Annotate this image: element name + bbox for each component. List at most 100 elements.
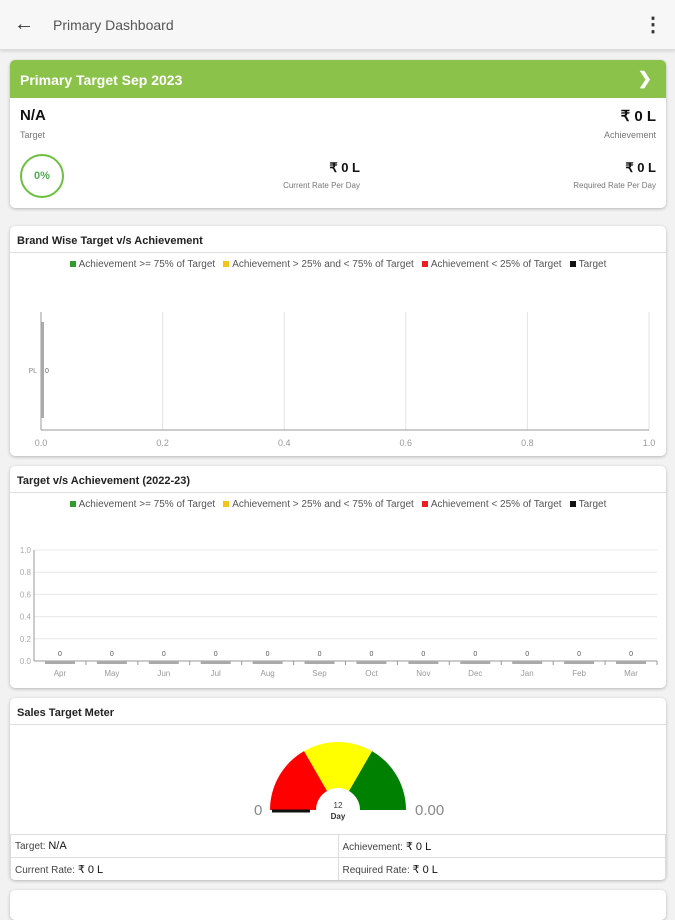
target-label: Target [20,130,46,140]
brand-wise-chart: 0.0 0.2 0.4 0.6 0.8 1.0 PL 0 [28,312,656,448]
bar-data-label: 0 [525,651,529,658]
primary-target-header[interactable]: Primary Target Sep 2023 ❯ [10,60,666,98]
meter-current-rate: Current Rate: ₹ 0 L [10,857,339,880]
gauge-max-label: 0.00 [415,802,444,819]
y-tick-label: 0.8 [20,568,32,577]
y-tick-label: 0.0 [20,657,32,666]
achievement-percent-ring: 0% [20,154,64,198]
bar-data-label: 0 [45,368,49,375]
app-bar: ← Primary Dashboard ⋮ [0,0,675,50]
x-tick-label: Aug [261,669,275,678]
legend-item[interactable]: Achievement > 25% and < 75% of Target [223,499,414,510]
gauge-red-segment [270,751,327,810]
bar [616,661,647,664]
x-tick-label: Jan [521,669,534,678]
x-tick-label: Feb [572,669,586,678]
legend-item[interactable]: Achievement >= 75% of Target [69,499,215,510]
chart-title: Brand Wise Target v/s Achievement [10,226,666,253]
gauge-center-unit: Day [331,812,346,821]
sales-gauge: 0 0.00 12 Day [254,742,444,821]
x-tick-label: 0.6 [400,438,413,448]
x-tick-label: Mar [624,669,638,678]
x-tick-label: Oct [365,669,378,678]
achievement-label: Achievement [603,130,656,140]
bar-data-label: 0 [629,651,633,658]
bar-data-label: 0 [370,651,374,658]
meter-required-rate: Required Rate: ₹ 0 L [337,857,666,880]
required-rate-value: ₹ 0 L [625,160,656,175]
meter-target: Target: N/A [10,834,339,858]
bar [96,661,127,664]
sales-target-meter-card: Sales Target Meter 0 0.00 12 Day Target:… [10,698,666,880]
bar [148,661,179,664]
bar-data-label: 0 [318,651,322,658]
legend-item[interactable]: Achievement > 25% and < 75% of Target [223,259,414,270]
x-tick-label: Dec [468,669,482,678]
gauge-min-label: 0 [254,802,262,819]
bar [41,322,44,418]
gauge-center-value: 12 [334,801,343,810]
bar [460,661,491,664]
x-tick-label: Nov [416,669,430,678]
bar-data-label: 0 [162,651,166,658]
monthly-chart: 0.0 0.2 0.4 0.6 0.8 1.0 0 Apr 0 May 0 Jun 0 Jul 0 Aug 0 S… [20,546,658,678]
arrow-left-icon[interactable]: ← [14,13,34,35]
y-tick-label: 1.0 [20,546,32,555]
bar [408,661,439,664]
bar [564,661,595,664]
x-tick-label: Jun [157,669,170,678]
legend-item[interactable]: Achievement < 25% of Target [421,259,562,270]
bar [200,661,231,664]
legend-item[interactable]: Achievement >= 75% of Target [69,259,215,270]
x-tick-label: 0.2 [156,438,169,448]
primary-target-title: Primary Target Sep 2023 [20,72,183,88]
bar [356,661,387,664]
x-tick-label: Jul [211,669,221,678]
y-tick-label: 0.2 [20,635,32,644]
x-tick-label: 0.0 [35,438,48,448]
meter-info-table: Target: N/A Achievement: ₹ 0 L Current R… [10,834,666,880]
x-tick-label: 1.0 [643,438,656,448]
bar-data-label: 0 [473,651,477,658]
y-tick-label: 0.6 [20,590,32,599]
x-tick-label: Sep [312,669,327,678]
legend-item[interactable]: Target [569,259,606,270]
required-rate-label: Required Rate Per Day [573,181,656,190]
brand-wise-chart-card: Brand Wise Target v/s Achievement Achiev… [10,226,666,456]
chart-title: Target v/s Achievement (2022-23) [10,466,666,493]
bar [512,661,543,664]
achievement-value: ₹ 0 L [620,108,656,125]
legend-item[interactable]: Target [569,499,606,510]
bar-data-label: 0 [421,651,425,658]
bar [304,661,335,664]
legend-item[interactable]: Achievement < 25% of Target [421,499,562,510]
gauge-yellow-segment [304,742,372,791]
x-tick-label: 0.4 [278,438,291,448]
current-rate-value: ₹ 0 L [329,160,360,175]
current-rate-label: Current Rate Per Day [283,181,360,190]
gauge-green-segment [349,751,406,810]
chart-legend: Achievement >= 75% of Target Achievement… [10,259,666,270]
bar-data-label: 0 [110,651,114,658]
y-category-label: PL [28,368,37,375]
chevron-right-icon[interactable]: ❯ [637,69,652,88]
y-tick-label: 0.4 [20,613,32,622]
meter-title: Sales Target Meter [10,698,666,725]
page-title: Primary Dashboard [53,17,174,33]
primary-target-card: Primary Target Sep 2023 ❯ N/A Target ₹ 0… [10,60,666,208]
target-value: N/A [20,107,46,124]
bar [252,661,283,664]
x-tick-label: Apr [54,669,67,678]
bar-data-label: 0 [214,651,218,658]
next-card [10,890,666,920]
x-tick-label: May [104,669,119,678]
bar-data-label: 0 [58,651,62,658]
bar-data-label: 0 [577,651,581,658]
bar [44,661,75,664]
chart-legend: Achievement >= 75% of Target Achievement… [10,499,666,510]
bar-data-label: 0 [266,651,270,658]
more-vert-icon[interactable]: ⋮ [643,14,663,36]
monthly-chart-card: Target v/s Achievement (2022-23) Achieve… [10,466,666,688]
x-tick-label: 0.8 [521,438,534,448]
meter-achievement: Achievement: ₹ 0 L [337,834,666,858]
